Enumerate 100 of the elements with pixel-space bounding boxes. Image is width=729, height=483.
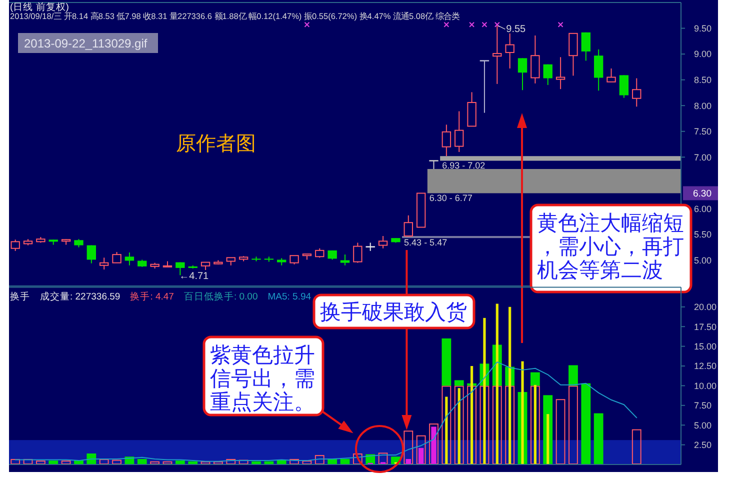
bar	[416, 435, 426, 464]
bar	[314, 455, 324, 464]
bar	[112, 460, 122, 464]
bar	[521, 361, 524, 464]
candlestick	[556, 56, 566, 90]
bar	[505, 386, 515, 464]
annotation: 黄色注大幅缩短，需小心，再打机会等第二波	[537, 212, 684, 282]
bar	[99, 458, 109, 464]
y-tick-label: 20.00	[694, 302, 717, 312]
bar	[429, 424, 438, 464]
bar	[467, 386, 476, 464]
bar	[632, 429, 642, 464]
bar	[594, 413, 604, 464]
bar	[200, 461, 210, 464]
chart-title: (日线 前复权)	[10, 1, 69, 13]
bar	[480, 386, 490, 464]
bar	[23, 458, 33, 464]
bar	[442, 338, 452, 386]
bar	[546, 414, 550, 464]
candlestick	[518, 58, 528, 91]
candlestick	[124, 252, 134, 266]
y-tick-label: 5.50	[694, 230, 712, 240]
y-tick-label: 5.00	[694, 420, 712, 430]
y-tick-label: 8.00	[694, 100, 712, 111]
candlestick	[404, 214, 413, 236]
candlestick	[543, 64, 552, 86]
candlestick	[632, 78, 642, 108]
text: 2013/09/18/三 开8.14 高8.53 低7.98 收8.31 量227336.6 额1.88亿 幅0.12(1.47%) 振0.55(6.72%) 换4.47% 流通5.08亿 综合类	[10, 12, 460, 21]
candlestick	[467, 92, 476, 127]
y-tick-label: 2.50	[694, 440, 712, 450]
annotation: 百日低换手: 0.00	[184, 290, 258, 302]
candlestick	[442, 124, 452, 157]
bar	[454, 386, 464, 464]
bar	[61, 460, 71, 464]
annotation: 2013-09-22_113029.gif	[24, 36, 148, 50]
text: 换手	[10, 290, 30, 302]
y-tick-label: 7.00	[694, 152, 712, 162]
bar	[483, 318, 486, 464]
bar	[150, 461, 160, 464]
band-label: 5.43 - 5.47	[404, 238, 448, 248]
bar	[162, 461, 172, 464]
bar	[581, 383, 591, 464]
y-tick-label: 8.50	[694, 75, 712, 86]
bar	[445, 396, 448, 464]
bar	[214, 461, 223, 464]
candlestick	[568, 32, 578, 76]
bar	[492, 386, 502, 464]
y-tick-label: 10.00	[694, 380, 717, 391]
bar	[470, 366, 474, 464]
y-tick-label: 17.50	[694, 322, 717, 332]
candlestick	[594, 48, 604, 92]
annotation: 换手破果敢入货	[320, 301, 467, 324]
annotation: 成交量: 227336.59	[40, 290, 120, 302]
annotation: 6.30	[693, 188, 712, 200]
candlestick	[581, 32, 591, 62]
candlestick	[619, 74, 629, 98]
candlestick	[479, 60, 490, 114]
bar	[302, 460, 312, 464]
candlestick	[428, 160, 440, 170]
bar	[10, 458, 20, 464]
y-tick-label: 9.50	[694, 23, 712, 34]
bar	[442, 386, 452, 464]
bar	[568, 386, 578, 464]
annotation: ←4.71	[179, 271, 210, 282]
y-tick-label: 7.50	[694, 126, 712, 137]
text: MA5: 5.94	[268, 292, 312, 302]
y-tick-label: 12.50	[694, 361, 717, 372]
bar	[418, 448, 424, 464]
bar	[226, 458, 236, 464]
y-tick-label: 6.00	[694, 204, 712, 214]
band-label: 6.30 - 6.77	[429, 192, 472, 203]
bar	[454, 380, 464, 386]
bar	[568, 365, 578, 386]
bar	[378, 452, 388, 464]
bar	[36, 460, 46, 464]
annotation: 紫黄色拉升信号出，需重点关注。	[210, 344, 315, 414]
bar	[290, 458, 299, 464]
y-tick-label: 5.00	[694, 255, 712, 266]
candlestick	[86, 244, 96, 264]
bar	[530, 386, 540, 464]
bar	[508, 306, 512, 464]
bar	[175, 460, 185, 464]
bar	[496, 304, 498, 464]
bar	[48, 460, 58, 464]
bar	[352, 453, 362, 464]
annotation: 9.55	[506, 24, 526, 36]
candlestick	[606, 68, 616, 82]
bar	[556, 399, 566, 464]
y-tick-label: 9.00	[694, 49, 712, 60]
y-tick-label: 15.00	[694, 342, 717, 352]
bar	[137, 458, 147, 464]
text: 换手: 4.47	[130, 290, 174, 302]
candlestick	[505, 32, 514, 69]
candlestick	[416, 192, 426, 228]
annotation: 原作者图	[176, 133, 256, 155]
candlestick	[340, 254, 350, 266]
band-label: 6.93 - 7.02	[442, 160, 486, 170]
y-tick-label: 7.50	[694, 400, 712, 411]
bar	[534, 384, 536, 464]
bar	[530, 372, 540, 386]
